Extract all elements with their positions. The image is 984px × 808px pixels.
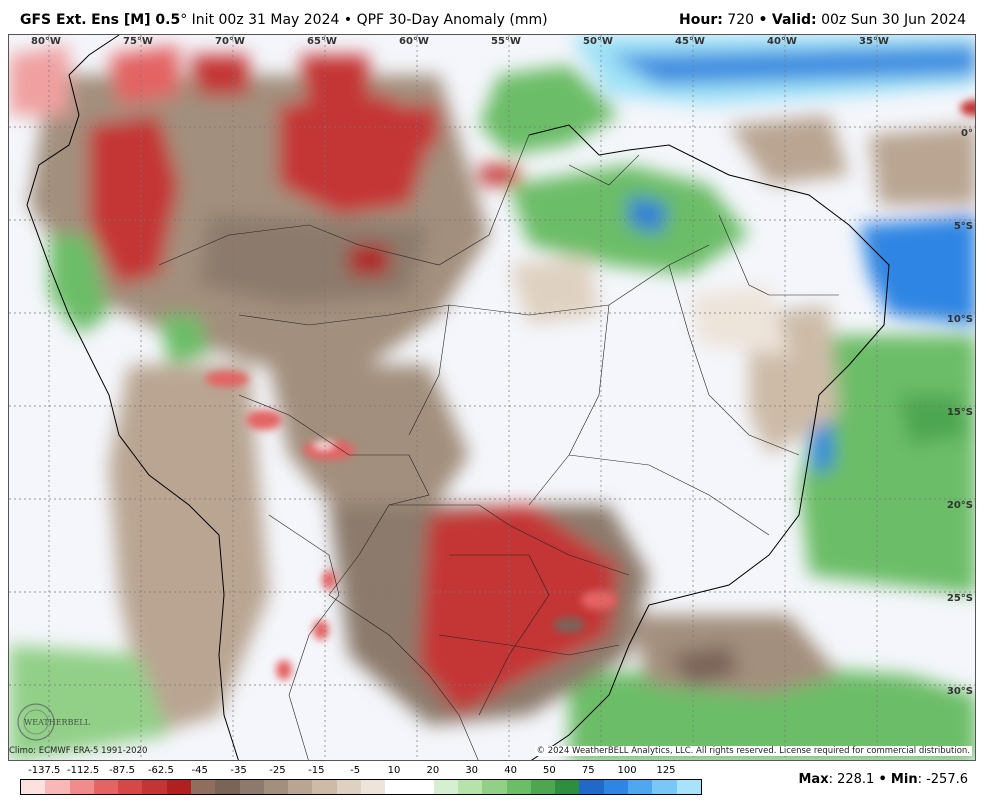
colorbar-label: -112.5 — [66, 765, 100, 776]
colorbar-swatch — [360, 780, 386, 794]
colorbar-swatch — [118, 780, 143, 794]
colorbar-swatch — [69, 780, 94, 794]
colorbar-swatch — [433, 780, 459, 794]
latitude-labels: 0° 5°S 10°S 15°S 20°S 25°S 30°S — [947, 128, 973, 697]
colorbar-swatch — [628, 780, 653, 794]
colorbar-swatch — [336, 780, 361, 794]
colorbar-swatch — [190, 780, 216, 794]
colorbar-label: 10 — [387, 765, 401, 776]
logo-text: WEATHERBELL — [24, 718, 91, 727]
colorbar-label: 75 — [581, 765, 595, 776]
lon-label: 55°W — [491, 36, 521, 47]
weatherbell-logo: WEATHERBELL — [17, 703, 91, 741]
model-name: GFS Ext. — [20, 12, 87, 28]
lat-label: 5°S — [954, 221, 973, 232]
lon-label: 65°W — [307, 36, 337, 47]
colorbar-label: -137.5 — [28, 765, 61, 776]
colorbar-swatch — [385, 780, 410, 794]
bullet: • — [878, 772, 887, 787]
colorbar-swatch — [263, 780, 289, 794]
title: GFS Ext. Ens [M] 0.5° Init 00z 31 May 20… — [20, 12, 548, 28]
colorbar-swatch — [93, 780, 119, 794]
colorbar-label: -87.5 — [109, 765, 135, 776]
hour-label: Hour: — [679, 12, 723, 28]
separator-2: • — [758, 12, 768, 28]
max-value: : 228.1 — [828, 772, 875, 787]
colorbar-swatch — [555, 780, 580, 794]
degree-symbol: ° — [180, 12, 188, 28]
valid-label: Valid: — [771, 12, 817, 28]
lon-label: 35°W — [859, 36, 889, 47]
lon-label: 45°W — [675, 36, 705, 47]
colorbar-swatch — [45, 780, 70, 794]
colorbar-label: -35 — [230, 765, 247, 776]
lon-label: 40°W — [767, 36, 797, 47]
anomaly-streaks — [205, 100, 975, 680]
climo-note: Climo: ECMWF ERA-5 1991-2020 — [9, 746, 148, 756]
colorbar-label: -45 — [191, 765, 208, 776]
lon-label: 50°W — [583, 36, 613, 47]
lon-label: 75°W — [123, 36, 153, 47]
lat-label: 30°S — [947, 686, 973, 697]
valid-info: Hour: 720 • Valid: 00z Sun 30 Jun 2024 — [679, 12, 966, 28]
state-borders — [158, 134, 839, 760]
lon-label: 70°W — [215, 36, 245, 47]
colorbar-swatch — [506, 780, 531, 794]
ensemble-label: Ens [M] 0.5 — [91, 12, 181, 28]
header: GFS Ext. Ens [M] 0.5° Init 00z 31 May 20… — [0, 0, 984, 34]
coastlines — [26, 35, 890, 760]
colorbar-label: 50 — [543, 765, 556, 776]
copyright-note: © 2024 WeatherBELL Analytics, LLC. All r… — [534, 746, 972, 756]
colorbar-label: 125 — [656, 765, 676, 776]
colorbar-label: -62.5 — [147, 765, 174, 776]
lat-label: 15°S — [947, 407, 973, 418]
lat-label: 25°S — [947, 593, 973, 604]
separator: • — [343, 12, 353, 28]
min-label: Min — [890, 772, 918, 787]
lat-label: 20°S — [947, 500, 973, 511]
max-min: Max: 228.1 • Min: -257.6 — [798, 772, 968, 787]
max-label: Max — [798, 772, 829, 787]
lat-label: 0° — [961, 128, 973, 139]
colorbar-label: 30 — [465, 765, 479, 776]
colorbar-swatch — [312, 780, 337, 794]
colorbar-swatch — [603, 780, 629, 794]
colorbar-swatch — [652, 780, 677, 794]
colorbar-swatch — [676, 780, 701, 794]
colorbar-swatch — [215, 780, 240, 794]
hour-value: 720 — [727, 12, 755, 28]
init-time: Init 00z 31 May 2024 — [191, 12, 340, 28]
valid-value: 00z Sun 30 Jun 2024 — [821, 12, 966, 28]
lon-label: 80°W — [31, 36, 61, 47]
longitude-labels: 80°W 75°W 70°W 65°W 60°W 55°W 50°W 45°W … — [31, 36, 889, 47]
lat-label: 10°S — [947, 314, 973, 325]
colorbar-swatch — [142, 780, 167, 794]
colorbar-label: -15 — [308, 765, 325, 776]
colorbar-swatch — [458, 780, 483, 794]
lon-label: 60°W — [399, 36, 429, 47]
colorbar-label: 40 — [504, 765, 517, 776]
colorbar-swatch — [239, 780, 264, 794]
min-value: : -257.6 — [917, 772, 968, 787]
product-name: QPF 30-Day Anomaly (mm) — [356, 12, 548, 28]
colorbar-swatches — [20, 779, 702, 795]
colorbar-swatch — [288, 780, 313, 794]
colorbar-swatch — [530, 780, 556, 794]
map-panel: 80°W 75°W 70°W 65°W 60°W 55°W 50°W 45°W … — [8, 34, 976, 761]
colorbar-swatch — [482, 780, 507, 794]
anomaly-field — [9, 35, 975, 760]
colorbar-label: 100 — [617, 765, 637, 776]
colorbar-swatch — [409, 780, 434, 794]
colorbar-label: -5 — [350, 765, 361, 776]
colorbar-swatch — [579, 780, 604, 794]
colorbar: -137.5 -112.5 -87.5 -62.5 -45 -35 -25 -15 -5 10 20… — [20, 765, 702, 795]
colorbar-label: 20 — [426, 765, 440, 776]
graticule — [9, 35, 975, 760]
colorbar-label: -25 — [269, 765, 286, 776]
anomaly-map: 80°W 75°W 70°W 65°W 60°W 55°W 50°W 45°W … — [9, 35, 975, 760]
colorbar-swatch — [21, 780, 46, 794]
colorbar-swatch — [166, 780, 191, 794]
